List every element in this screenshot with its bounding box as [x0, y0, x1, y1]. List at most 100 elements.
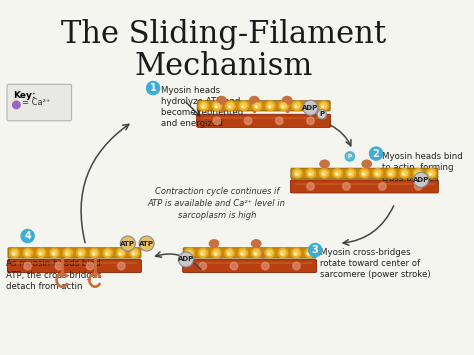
Circle shape	[281, 253, 283, 255]
Text: ADP: ADP	[178, 256, 194, 262]
Ellipse shape	[252, 240, 261, 247]
Circle shape	[252, 248, 261, 258]
Circle shape	[280, 250, 286, 256]
Circle shape	[91, 250, 97, 256]
Circle shape	[267, 103, 273, 109]
Circle shape	[348, 170, 354, 176]
Circle shape	[306, 169, 316, 178]
Circle shape	[346, 169, 356, 178]
Circle shape	[309, 106, 310, 108]
Circle shape	[255, 253, 256, 255]
Circle shape	[252, 101, 262, 110]
Text: Myosin cross-bridges
rotate toward center of
sarcomere (power stroke): Myosin cross-bridges rotate toward cente…	[320, 248, 430, 279]
FancyBboxPatch shape	[8, 260, 141, 273]
Circle shape	[63, 248, 73, 258]
Circle shape	[132, 250, 137, 256]
Circle shape	[265, 248, 274, 258]
Circle shape	[295, 106, 297, 108]
Circle shape	[201, 253, 203, 255]
Circle shape	[281, 103, 286, 109]
Text: Myosin heads bind
to actin, forming
cross-bridges: Myosin heads bind to actin, forming cros…	[382, 152, 463, 183]
Circle shape	[239, 101, 248, 110]
Circle shape	[119, 253, 121, 255]
Text: 4: 4	[24, 231, 31, 241]
Circle shape	[429, 173, 431, 175]
Circle shape	[376, 173, 378, 175]
Circle shape	[213, 250, 219, 256]
Circle shape	[187, 250, 192, 256]
Circle shape	[39, 253, 41, 255]
Circle shape	[403, 173, 405, 175]
Text: 3: 3	[312, 245, 319, 255]
Circle shape	[178, 252, 193, 267]
Circle shape	[400, 169, 409, 178]
Ellipse shape	[320, 160, 329, 168]
Text: ATP: ATP	[120, 241, 136, 246]
Circle shape	[118, 262, 125, 270]
Circle shape	[308, 103, 313, 109]
Text: The Sliding-Filament: The Sliding-Filament	[61, 19, 386, 50]
Circle shape	[23, 248, 33, 258]
Circle shape	[118, 250, 124, 256]
Circle shape	[321, 103, 327, 109]
Text: = Ca²⁺: = Ca²⁺	[22, 98, 50, 106]
Circle shape	[363, 173, 365, 175]
Circle shape	[133, 253, 135, 255]
Circle shape	[413, 172, 428, 187]
Circle shape	[307, 183, 314, 190]
Circle shape	[240, 250, 246, 256]
Circle shape	[213, 117, 220, 125]
Circle shape	[336, 173, 337, 175]
Text: ADP: ADP	[302, 105, 319, 111]
Circle shape	[306, 101, 315, 110]
Text: 1: 1	[150, 83, 156, 93]
Circle shape	[226, 101, 235, 110]
Text: Contraction cycle continues if
ATP is available and Ca²⁺ level in
sarcoplasm is : Contraction cycle continues if ATP is av…	[148, 187, 286, 219]
Circle shape	[386, 169, 396, 178]
Circle shape	[254, 103, 260, 109]
Ellipse shape	[210, 240, 219, 247]
Circle shape	[225, 248, 234, 258]
Circle shape	[414, 183, 422, 190]
Circle shape	[265, 101, 275, 110]
Circle shape	[241, 253, 243, 255]
Circle shape	[388, 170, 394, 176]
Circle shape	[146, 82, 160, 94]
Text: ADP: ADP	[413, 177, 429, 183]
Circle shape	[241, 103, 246, 109]
Circle shape	[292, 248, 301, 258]
Circle shape	[188, 253, 190, 255]
Circle shape	[402, 170, 407, 176]
Circle shape	[307, 250, 312, 256]
Circle shape	[105, 250, 110, 256]
Circle shape	[309, 173, 311, 175]
Circle shape	[21, 229, 34, 242]
Circle shape	[322, 106, 324, 108]
Circle shape	[25, 250, 31, 256]
Circle shape	[106, 253, 108, 255]
FancyBboxPatch shape	[291, 168, 438, 179]
Circle shape	[117, 248, 126, 258]
Circle shape	[322, 173, 324, 175]
Text: Myosin heads
hydrolyze ATP and
become reoriented
and energized: Myosin heads hydrolyze ATP and become re…	[161, 86, 243, 129]
Ellipse shape	[250, 97, 259, 104]
Circle shape	[65, 250, 71, 256]
Circle shape	[120, 236, 136, 251]
Circle shape	[215, 106, 217, 108]
Circle shape	[79, 253, 81, 255]
Circle shape	[308, 253, 310, 255]
Circle shape	[279, 101, 288, 110]
Circle shape	[13, 101, 20, 109]
Circle shape	[26, 253, 28, 255]
Circle shape	[278, 248, 288, 258]
Text: P: P	[348, 154, 352, 159]
Circle shape	[321, 170, 327, 176]
Ellipse shape	[362, 160, 372, 168]
Circle shape	[227, 250, 232, 256]
Circle shape	[86, 262, 94, 270]
Circle shape	[230, 262, 238, 270]
Text: As myosin heads bind
ATP, the cross-bridges
detach from actin: As myosin heads bind ATP, the cross-brid…	[6, 260, 102, 291]
Circle shape	[12, 250, 18, 256]
Circle shape	[319, 169, 329, 178]
Circle shape	[211, 248, 221, 258]
